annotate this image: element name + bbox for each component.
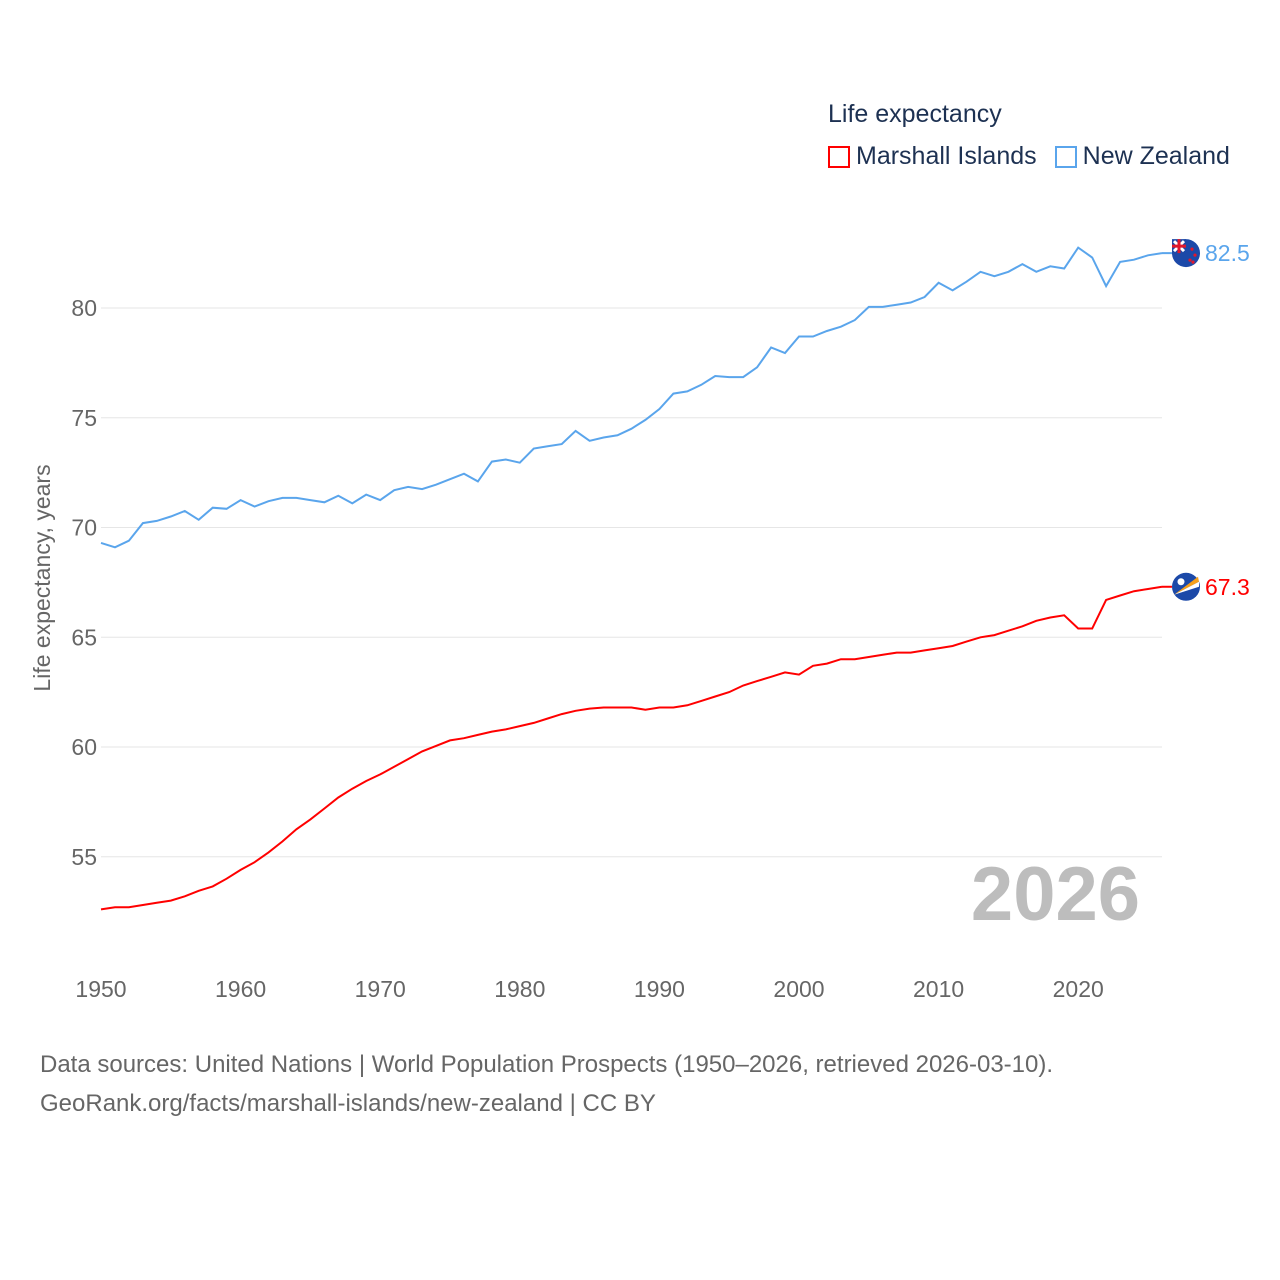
x-tick-label: 1960 [215,976,266,1002]
legend-title: Life expectancy [828,100,1002,128]
y-tick-label: 80 [71,295,97,321]
y-tick-label: 55 [71,844,97,870]
end-value-label: 67.3 [1205,574,1250,600]
legend-item-new-zealand[interactable]: New Zealand [1054,142,1230,171]
y-tick-label: 65 [71,624,97,650]
new-zealand-flag-icon [1172,239,1200,268]
x-tick-label: 1950 [75,976,126,1002]
x-tick-label: 1970 [355,976,406,1002]
y-tick-label: 70 [71,515,97,541]
legend: Marshall Islands New Zealand [828,142,1230,171]
legend-swatch [828,145,850,168]
sources-line: Data sources: United Nations | World Pop… [40,1051,1054,1078]
data-sources: Data sources: United Nations | World Pop… [40,1045,1053,1123]
x-tick-label: 2010 [913,976,964,1002]
x-tick-label: 1980 [494,976,545,1002]
series-line-marshall-islands [100,585,1163,911]
x-tick-label: 2020 [1053,976,1104,1002]
x-tick-label: 2000 [773,976,824,1002]
legend-label: New Zealand [1082,142,1230,170]
sources-link[interactable]: GeoRank.org/facts/marshall-islands/new-z… [40,1090,656,1117]
series-line-new-zealand [100,246,1163,549]
y-tick-label: 60 [71,734,97,760]
y-axis-label: Life expectancy, years [29,464,55,691]
legend-swatch [1054,145,1077,168]
x-tick-label: 1990 [634,976,685,1002]
y-tick-label: 75 [71,405,97,431]
marshall-islands-flag-icon [1172,572,1200,601]
end-value-label: 82.5 [1205,240,1250,266]
legend-label: Marshall Islands [856,142,1037,170]
legend-item-marshall-islands[interactable]: Marshall Islands [828,142,1037,171]
watermark-year: 2026 [971,852,1140,937]
